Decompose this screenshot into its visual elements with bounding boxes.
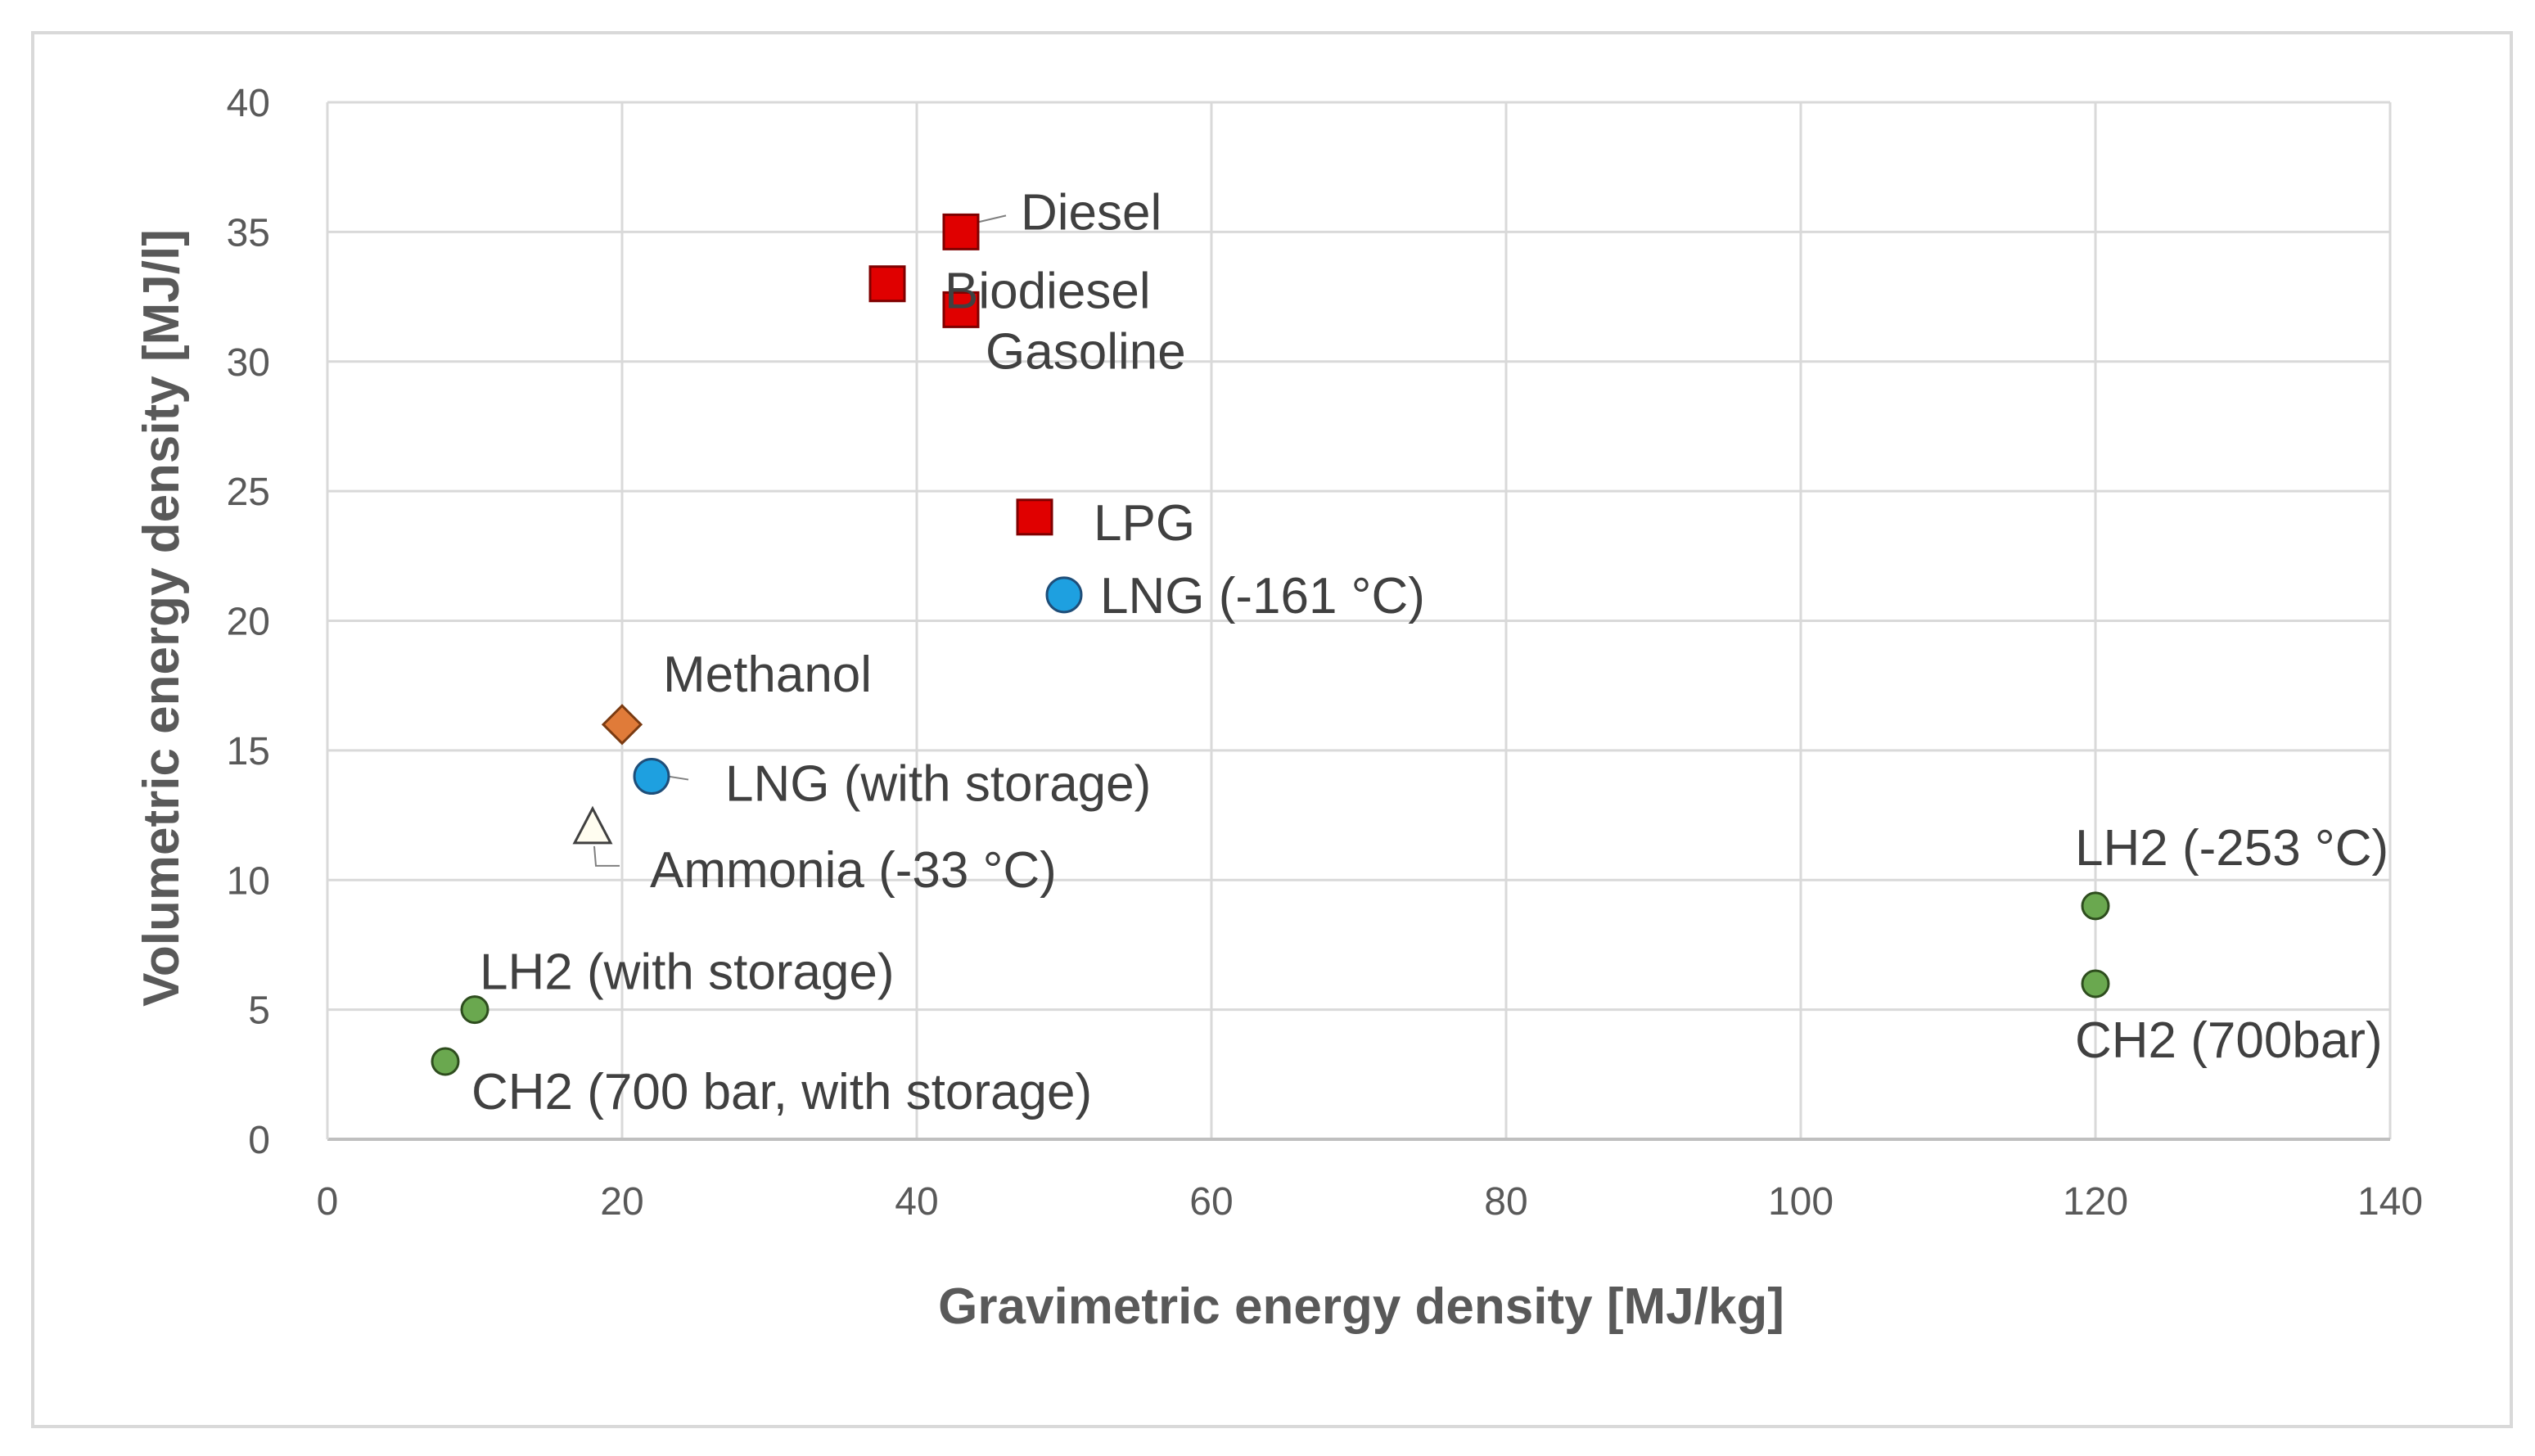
ch2-700-marker bbox=[2081, 969, 2110, 998]
y-tick-label-25: 25 bbox=[227, 471, 270, 514]
biodiesel-label: Biodiesel bbox=[945, 264, 1151, 320]
x-tick-label-100: 100 bbox=[1768, 1180, 1834, 1224]
lpg-marker bbox=[1016, 498, 1053, 536]
biodiesel-marker bbox=[868, 265, 906, 303]
y-tick-label-40: 40 bbox=[227, 82, 270, 125]
ch2-storage-marker bbox=[431, 1047, 460, 1076]
lng-161-marker bbox=[1045, 576, 1083, 614]
chart-frame bbox=[31, 31, 2513, 1428]
diesel-label: Diesel bbox=[1021, 184, 1161, 241]
x-axis-title: Gravimetric energy density [MJ/kg] bbox=[938, 1278, 1784, 1335]
diesel-marker bbox=[942, 213, 980, 250]
gridlines bbox=[327, 101, 2392, 1139]
y-tick-label-20: 20 bbox=[227, 601, 270, 644]
methanol-marker bbox=[601, 704, 643, 746]
gasoline-label: Gasoline bbox=[986, 323, 1186, 380]
data-points bbox=[431, 213, 2110, 1076]
y-axis-title: Volumetric energy density [MJ/l] bbox=[133, 229, 190, 1007]
x-tick-label-0: 0 bbox=[317, 1180, 339, 1224]
lh2-storage-label: LH2 (with storage) bbox=[480, 944, 895, 1001]
lng-161-label: LNG (-161 °C) bbox=[1100, 568, 1425, 624]
x-tick-label-140: 140 bbox=[2357, 1180, 2423, 1224]
methanol-label: Methanol bbox=[663, 647, 872, 703]
axes bbox=[326, 102, 2390, 1141]
ammonia-label: Ammonia (-33 °C) bbox=[650, 842, 1057, 899]
tick-labels: 0 20 40 60 80 100 120 140 0 5 10 15 20 25 30 35 40 bbox=[227, 82, 2423, 1224]
y-tick-label-0: 0 bbox=[248, 1119, 270, 1162]
lng-storage-marker bbox=[633, 758, 670, 796]
lng-storage-label: LNG (with storage) bbox=[725, 756, 1151, 813]
x-tick-label-60: 60 bbox=[1189, 1180, 1233, 1224]
y-tick-label-35: 35 bbox=[227, 211, 270, 255]
x-tick-label-120: 120 bbox=[2063, 1180, 2128, 1224]
lh2-253-label: LH2 (-253 °C) bbox=[2075, 820, 2388, 877]
ch2-700-label: CH2 (700bar) bbox=[2075, 1012, 2383, 1069]
y-tick-label-30: 30 bbox=[227, 341, 270, 385]
lh2-storage-marker bbox=[460, 995, 489, 1025]
x-tick-label-40: 40 bbox=[895, 1180, 938, 1224]
x-tick-label-80: 80 bbox=[1484, 1180, 1527, 1224]
lh2-253-marker bbox=[2081, 891, 2110, 921]
ammonia-marker bbox=[572, 805, 613, 845]
ammonia-leader-line bbox=[593, 845, 620, 867]
y-tick-label-10: 10 bbox=[227, 859, 270, 903]
x-tick-label-20: 20 bbox=[600, 1180, 643, 1224]
ch2-storage-label: CH2 (700 bar, with storage) bbox=[471, 1064, 1092, 1120]
y-tick-label-15: 15 bbox=[227, 730, 270, 773]
lng-storage-leader-line bbox=[667, 775, 689, 781]
y-tick-label-5: 5 bbox=[248, 989, 270, 1033]
lpg-label: LPG bbox=[1094, 495, 1195, 552]
gasoline-marker bbox=[942, 291, 980, 328]
